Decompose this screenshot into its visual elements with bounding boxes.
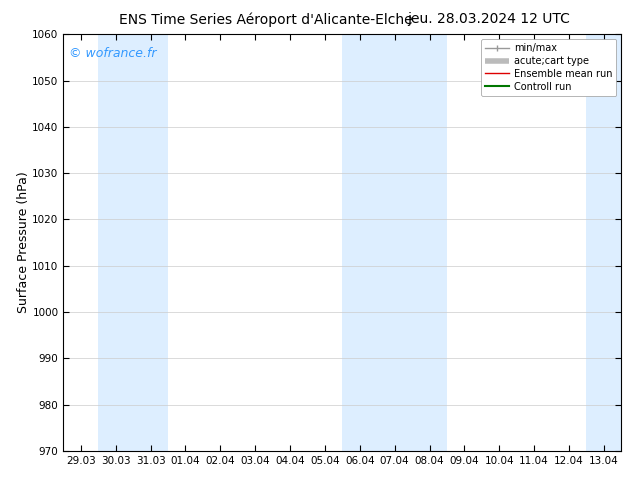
Bar xyxy=(586,34,621,451)
Legend: min/max, acute;cart type, Ensemble mean run, Controll run: min/max, acute;cart type, Ensemble mean … xyxy=(481,39,616,96)
Text: © wofrance.fr: © wofrance.fr xyxy=(69,47,157,60)
Bar xyxy=(98,34,168,451)
Text: jeu. 28.03.2024 12 UTC: jeu. 28.03.2024 12 UTC xyxy=(407,12,569,26)
Text: ENS Time Series Aéroport d'Alicante-Elche: ENS Time Series Aéroport d'Alicante-Elch… xyxy=(119,12,413,27)
Y-axis label: Surface Pressure (hPa): Surface Pressure (hPa) xyxy=(16,172,30,314)
Bar xyxy=(342,34,447,451)
